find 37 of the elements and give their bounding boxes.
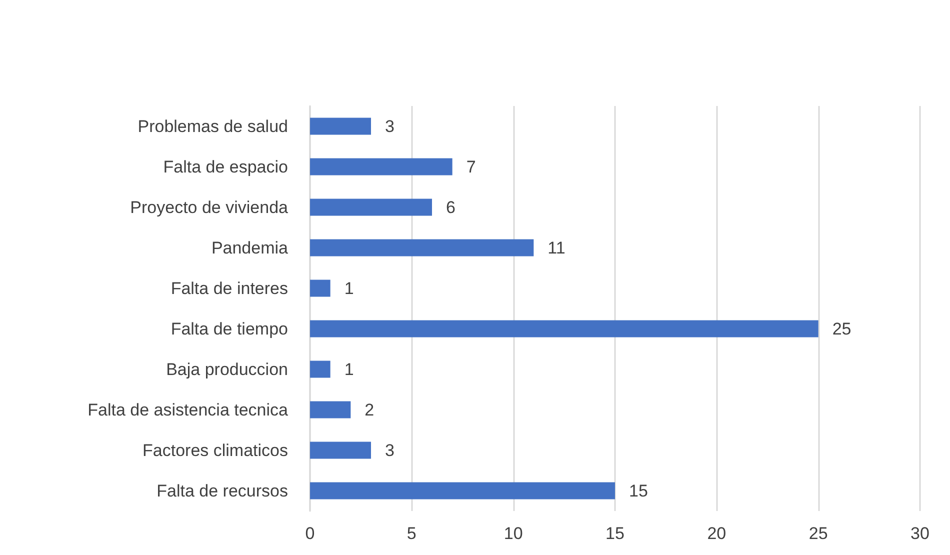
y-tick-label: Falta de espacio: [163, 157, 288, 176]
y-tick-label: Falta de asistencia tecnica: [88, 400, 289, 420]
bar: [310, 158, 452, 176]
bar: [310, 118, 371, 135]
data-label: 3: [385, 440, 394, 460]
x-tick-label: 20: [707, 524, 726, 543]
y-tick-label: Falta de interes: [170, 278, 288, 298]
x-tick-label: 15: [606, 524, 624, 543]
data-label: 11: [548, 238, 566, 258]
y-tick-label: Falta de tiempo: [170, 319, 288, 338]
x-tick-label: 25: [808, 524, 828, 543]
bar: [310, 401, 351, 418]
bar: [310, 320, 818, 338]
data-label: 15: [629, 481, 648, 500]
bar: [310, 280, 330, 297]
y-tick-label: Problemas de salud: [138, 116, 288, 136]
y-tick-label: Baja produccion: [166, 360, 288, 379]
y-tick-label: Pandemia: [211, 238, 289, 258]
data-label: 7: [466, 157, 476, 176]
y-tick-label: Proyecto de vivienda: [130, 198, 289, 217]
bar: [310, 360, 330, 378]
bar: [310, 239, 534, 256]
x-tick-label: 0: [305, 524, 315, 543]
data-label: 1: [344, 278, 354, 298]
data-label: 25: [832, 319, 852, 338]
data-label: 6: [446, 198, 456, 217]
x-tick-label: 5: [406, 524, 416, 543]
y-tick-label: Factores climaticos: [142, 440, 288, 460]
bar: [310, 198, 432, 216]
bar: [310, 442, 371, 459]
data-label: 1: [344, 360, 354, 379]
data-label: 2: [364, 400, 374, 420]
y-tick-label: Falta de recursos: [156, 481, 288, 500]
x-tick-label: 10: [504, 524, 523, 543]
data-label: 3: [385, 116, 394, 136]
bar: [310, 482, 615, 500]
x-tick-label: 30: [910, 524, 930, 543]
